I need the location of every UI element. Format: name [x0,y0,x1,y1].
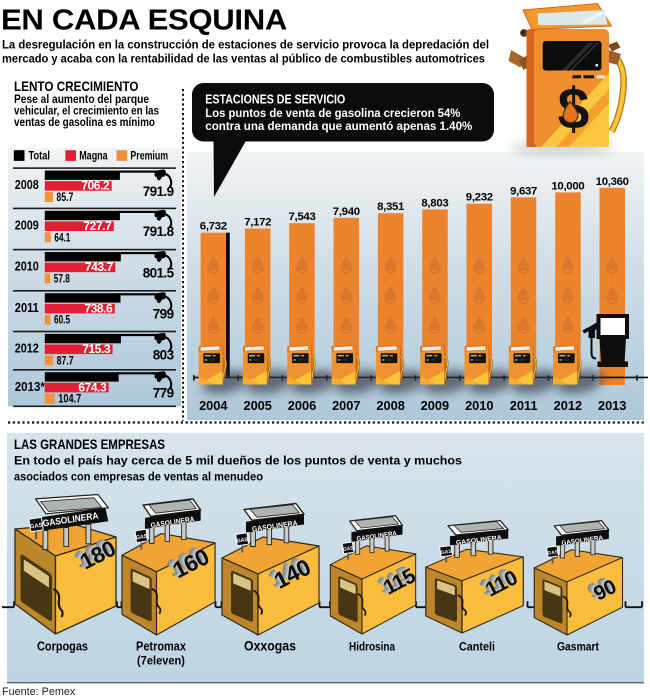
svg-text:674.3: 674.3 [78,380,107,394]
svg-text:2007: 2007 [332,398,360,413]
svg-text:Los puntos de venta de gasolin: Los puntos de venta de gasolina creciero… [205,106,460,120]
svg-text:8,803: 8,803 [421,197,448,209]
svg-text:Total: Total [29,148,51,162]
svg-text:2011: 2011 [510,398,538,413]
svg-text:2008: 2008 [376,398,404,413]
svg-text:Hidrosina: Hidrosina [349,640,395,654]
svg-text:9,232: 9,232 [466,192,493,204]
svg-text:64.1: 64.1 [54,230,70,244]
svg-text:La desregulación en la constru: La desregulación en la construcción de e… [2,38,489,52]
svg-text:779: 779 [153,386,174,401]
svg-text:2011: 2011 [15,301,39,315]
svg-text:7,543: 7,543 [288,211,315,223]
svg-text:Gasmart: Gasmart [557,640,599,654]
svg-text:ESTACIONES DE SERVICIO: ESTACIONES DE SERVICIO [205,92,345,106]
svg-text:Corpogas: Corpogas [37,639,88,654]
svg-text:803: 803 [153,347,175,362]
svg-text:Oxxogas: Oxxogas [244,639,296,654]
svg-text:LAS GRANDES EMPRESAS: LAS GRANDES EMPRESAS [14,437,165,452]
svg-text:mercado y acaba con la rentabi: mercado y acaba con la rentabilidad de l… [2,52,485,66]
svg-text:Magna: Magna [79,148,108,162]
svg-text:104.7: 104.7 [58,392,81,406]
svg-text:6,732: 6,732 [200,221,227,233]
svg-text:vehicular, el crecimiento en l: vehicular, el crecimiento en las [14,103,159,117]
svg-text:Fuente: Pemex: Fuente: Pemex [2,686,76,697]
svg-text:738.6: 738.6 [84,301,113,315]
svg-text:(7eleven): (7eleven) [137,654,185,668]
svg-text:2005: 2005 [243,398,271,413]
svg-text:10,360: 10,360 [596,176,629,188]
svg-text:2009: 2009 [15,218,39,232]
svg-text:2009: 2009 [421,398,449,413]
svg-text:9,637: 9,637 [510,185,537,197]
svg-text:2008: 2008 [15,178,39,192]
svg-text:715.3: 715.3 [82,342,111,356]
svg-text:7,940: 7,940 [333,206,360,218]
svg-text:En todo el país hay cerca de 5: En todo el país hay cerca de 5 mil dueño… [14,453,462,467]
svg-text:2010: 2010 [465,398,493,413]
svg-text:2013*: 2013* [15,380,45,394]
svg-text:791.8: 791.8 [143,224,175,239]
svg-text:85.7: 85.7 [56,190,73,204]
svg-text:contra una demanda que aumentó: contra una demanda que aumentó apenas 1.… [205,119,472,133]
svg-text:87.7: 87.7 [57,353,74,367]
svg-text:706.2: 706.2 [81,179,110,193]
svg-text:LENTO CRECIMIENTO: LENTO CRECIMIENTO [14,78,139,94]
svg-text:ventas de gasolina es mínimo: ventas de gasolina es mínimo [14,115,155,129]
svg-text:801.5: 801.5 [143,265,175,280]
svg-text:10,000: 10,000 [551,180,584,192]
svg-text:Petromax: Petromax [136,639,187,654]
svg-text:57.8: 57.8 [54,272,70,286]
svg-text:7,172: 7,172 [244,217,271,229]
svg-text:799: 799 [153,307,174,322]
svg-text:Pese al aumento del parque: Pese al aumento del parque [14,92,149,106]
svg-text:2004: 2004 [199,398,228,413]
svg-text:Premium: Premium [130,148,168,162]
svg-text:8,351: 8,351 [377,201,405,213]
svg-text:743.7: 743.7 [85,260,114,274]
svg-text:EN CADA ESQUINA: EN CADA ESQUINA [1,5,287,37]
svg-text:60.5: 60.5 [54,313,70,327]
svg-text:727.7: 727.7 [83,219,112,233]
svg-text:2012: 2012 [554,398,582,413]
svg-text:2006: 2006 [288,398,316,413]
svg-text:GAS: GAS [30,523,43,531]
svg-text:asociados con empresas de vent: asociados con empresas de ventas al menu… [14,469,263,483]
svg-text:791.9: 791.9 [143,184,174,199]
svg-text:2010: 2010 [15,260,39,274]
svg-text:Canteli: Canteli [459,640,495,654]
svg-text:2012: 2012 [15,342,39,356]
svg-text:2013: 2013 [598,398,626,413]
